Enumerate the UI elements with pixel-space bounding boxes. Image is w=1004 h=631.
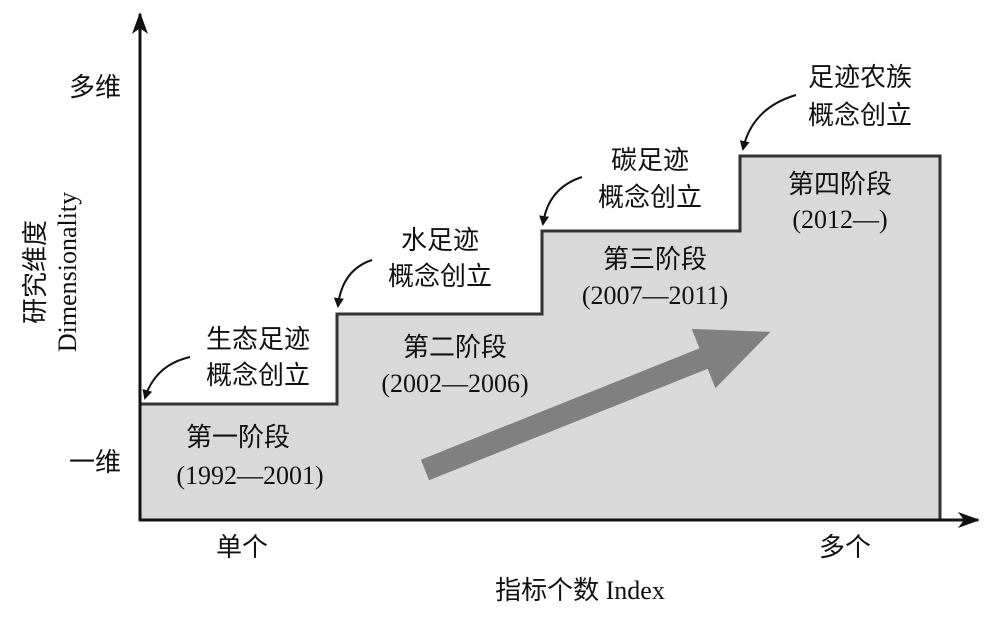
milestone-label: 概念创立 xyxy=(206,361,310,390)
milestone-label: 生态足迹 xyxy=(206,325,310,354)
milestone-arrow xyxy=(333,259,373,308)
stage-name: 第二阶段 xyxy=(403,333,507,362)
milestone-label: 概念创立 xyxy=(808,101,912,130)
stage-name: 第一阶段 xyxy=(186,423,290,452)
stage-name: 第四阶段 xyxy=(788,170,892,199)
milestone-label: 概念创立 xyxy=(598,183,702,212)
stage-period: (2007—2011) xyxy=(582,281,728,310)
stage-period: (1992—2001) xyxy=(176,461,323,490)
y-top-label: 多维 xyxy=(69,73,121,102)
milestone-label: 概念创立 xyxy=(388,262,492,291)
milestone-label: 碳足迹 xyxy=(611,146,689,175)
x-right-label: 多个 xyxy=(819,533,871,562)
milestone-label: 水足迹 xyxy=(401,226,479,255)
y-bottom-label: 一维 xyxy=(69,448,121,477)
stage-period: (2012—) xyxy=(792,205,887,234)
x-left-label: 单个 xyxy=(216,533,268,562)
milestone-label: 足迹农族 xyxy=(808,63,912,92)
y-axis-title: Dimensionality xyxy=(53,192,82,352)
stage-steps xyxy=(138,154,942,522)
milestone-arrow xyxy=(739,94,797,151)
trend-arrow xyxy=(420,328,771,481)
milestone-arrow xyxy=(142,356,191,400)
stage-period: (2002—2006) xyxy=(381,369,528,398)
y-axis-title: 研究维度 xyxy=(21,220,50,324)
stage-name: 第三阶段 xyxy=(603,245,707,274)
milestone-arrow xyxy=(539,176,583,226)
x-axis-title: 指标个数 Index xyxy=(495,576,665,605)
